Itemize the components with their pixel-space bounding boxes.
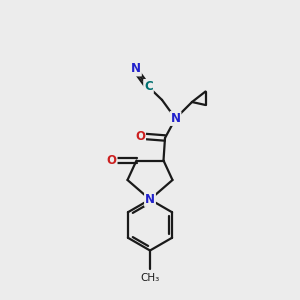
Text: CH₃: CH₃: [140, 273, 160, 283]
Text: N: N: [131, 62, 141, 76]
Text: O: O: [106, 154, 117, 167]
Text: C: C: [144, 80, 153, 93]
Text: O: O: [135, 130, 145, 143]
Text: N: N: [145, 193, 155, 206]
Text: N: N: [170, 112, 181, 125]
